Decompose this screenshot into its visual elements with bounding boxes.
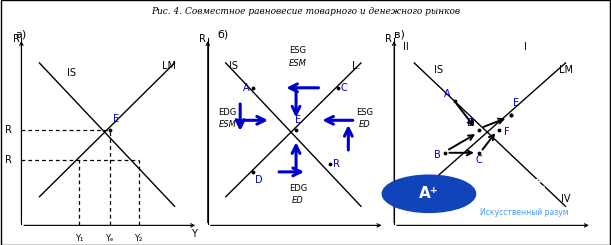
Circle shape [382,175,475,212]
Text: F: F [504,127,510,137]
Text: EDG: EDG [289,184,307,193]
Text: R: R [5,125,12,135]
Text: Рис. 4. Совместное равновесие товарного и денежного рынков: Рис. 4. Совместное равновесие товарного … [151,7,460,16]
Text: L.: L. [352,61,360,71]
Text: Yₑ: Yₑ [106,234,114,243]
Text: EDG: EDG [219,108,236,117]
Text: R: R [5,155,12,165]
Text: ESM: ESM [289,59,307,68]
Text: D: D [467,118,475,128]
Text: R: R [333,159,340,169]
Text: LM: LM [560,64,574,74]
Text: A: A [243,83,250,93]
Text: ESM: ESM [219,120,236,129]
Text: R: R [199,34,206,44]
Text: Y₁: Y₁ [75,234,83,243]
Text: C: C [475,155,482,165]
Text: IS: IS [229,61,238,71]
Text: A⁺: A⁺ [419,186,439,201]
Text: D: D [255,174,263,184]
Text: R: R [13,34,20,44]
Text: E: E [113,114,119,124]
Text: ED: ED [292,196,304,205]
Text: II: II [403,42,409,52]
Text: B: B [434,150,441,160]
Text: E: E [513,98,519,108]
Text: ED: ED [359,120,370,129]
Text: IV: IV [561,195,570,205]
Text: ESG: ESG [290,46,306,55]
Text: R: R [384,34,392,44]
Text: ESG: ESG [356,108,373,117]
Text: LM: LM [162,61,176,71]
Text: б): б) [217,29,228,39]
Text: IS: IS [434,64,444,74]
Text: а): а) [15,29,26,39]
Text: Intellect.icu: Intellect.icu [480,178,569,191]
Text: Y: Y [191,229,197,239]
Text: в): в) [394,29,405,39]
Text: A: A [444,89,451,99]
Text: IS: IS [67,68,76,78]
Text: E: E [295,115,301,125]
Text: Y₂: Y₂ [134,234,143,243]
Text: Искусственный разум: Искусственный разум [480,208,569,217]
Text: I: I [524,42,527,52]
Text: C: C [340,83,347,93]
